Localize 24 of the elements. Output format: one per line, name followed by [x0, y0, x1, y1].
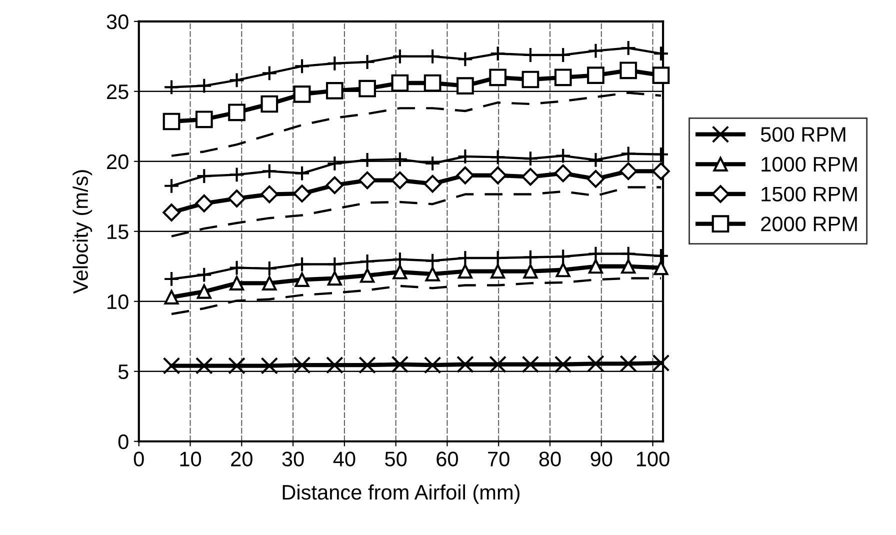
- y-tick-label: 15: [108, 224, 128, 240]
- x-tick-label: 80: [539, 452, 561, 466]
- x-tick-label: 70: [488, 452, 510, 466]
- legend-label: 2000 RPM: [761, 216, 857, 232]
- x-tick-label: 90: [590, 452, 612, 466]
- x-tick-label: 40: [333, 452, 356, 466]
- x-tick-label: 10: [180, 452, 202, 466]
- legend-label: 1000 RPM: [762, 156, 857, 172]
- x-tick-label: 0: [134, 452, 144, 466]
- x-tick-label: 100: [636, 452, 670, 466]
- y-tick-label: 30: [106, 14, 128, 30]
- x-tick-label: 30: [282, 452, 304, 466]
- y-tick-label: 0: [118, 434, 128, 450]
- x-axis-title: Distance from Airfoil (mm): [282, 484, 520, 504]
- x-tick-label: 50: [385, 452, 407, 466]
- x-tick-label: 60: [436, 452, 458, 466]
- y-tick-label: 25: [107, 84, 128, 100]
- x-tick-label: 20: [231, 452, 252, 466]
- y-axis-title: Velocity (m/s): [72, 170, 92, 294]
- legend-label: 500 RPM: [760, 127, 846, 142]
- y-tick-label: 10: [108, 294, 128, 310]
- y-tick-label: 20: [107, 154, 128, 170]
- legend-label: 1500 RPM: [762, 186, 857, 202]
- y-tick-label: 5: [118, 364, 128, 380]
